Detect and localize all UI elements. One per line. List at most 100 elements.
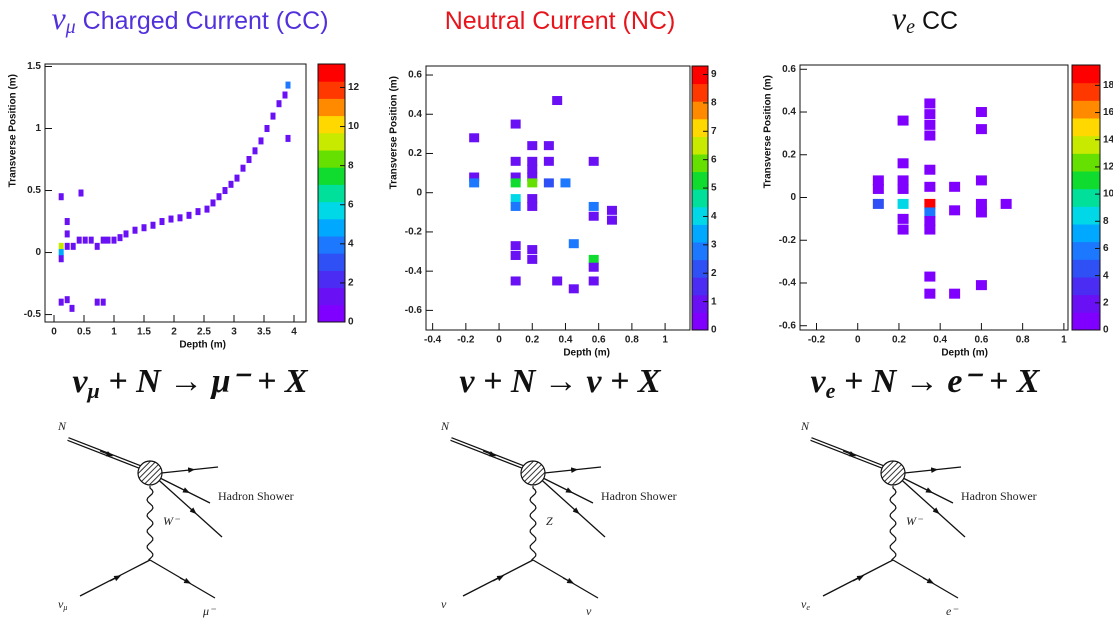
heatmap-cell [82, 236, 88, 244]
heatmap-cell [527, 164, 538, 174]
colorbar-segment [318, 132, 345, 151]
colorbar-tick-label: 4 [711, 211, 717, 222]
heatmap-cell [94, 242, 100, 250]
y-tick-label: 0.4 [408, 109, 422, 120]
heatmap-cell [150, 221, 156, 229]
colorbar-segment [692, 224, 708, 243]
colorbar-tick-label: 4 [348, 238, 354, 249]
heatmap-cell [975, 175, 987, 186]
heatmap-cell [949, 288, 961, 299]
heatmap-cell [510, 276, 521, 286]
colorbar-segment [1072, 241, 1100, 260]
colorbar-segment [692, 136, 708, 155]
heatmap-cell [552, 276, 563, 286]
x-tick-label: 1.5 [137, 327, 151, 338]
heatmap-cell [141, 224, 147, 232]
colorbar-tick-label: 1 [711, 296, 717, 307]
lepton-arrow [922, 577, 935, 584]
heatmap-cell [527, 178, 538, 188]
colorbar-segment [318, 64, 345, 82]
heatmap-cell [975, 280, 987, 291]
plot-frame [44, 63, 307, 323]
heatmap-cell [510, 241, 521, 251]
y-tick-label: 0 [416, 187, 422, 198]
panel-title: νe CC [892, 0, 958, 37]
reaction-equation: νe + N → e⁻ + X [811, 363, 1041, 403]
heatmap-cell [246, 156, 252, 164]
heatmap-cell [204, 205, 210, 213]
x-tick-label: 0.2 [892, 335, 906, 346]
heatmap-cell [588, 254, 599, 264]
y-tick-label: 0 [35, 247, 41, 258]
heatmap-cell [527, 245, 538, 255]
x-tick-label: 0 [496, 335, 502, 346]
heatmap-cell [285, 81, 291, 89]
x-tick-label: -0.2 [808, 335, 826, 346]
colorbar-segment [318, 201, 345, 220]
colorbar-tick-label: 0 [1103, 325, 1109, 336]
x-tick-label: 1 [662, 335, 668, 346]
hadron-line [534, 473, 606, 538]
colorbar-tick-label: 2 [348, 278, 354, 289]
x-tick-label: 0 [855, 335, 861, 346]
y-tick-label: 0.2 [408, 148, 422, 159]
heatmap-cell [276, 100, 282, 108]
x-tick-label: 0 [51, 327, 57, 338]
neutrino-arrow [852, 575, 865, 582]
equation-subscript: μ [87, 378, 100, 403]
neutrino-label: νμ [58, 597, 67, 612]
boson-line [529, 486, 537, 561]
colorbar-tick-label: 12 [1103, 162, 1113, 173]
heatmap-cell [588, 262, 599, 272]
lepton-arrow [179, 577, 192, 584]
equation-part: ν [72, 363, 88, 400]
equation-part: + N → μ⁻ + X [100, 363, 309, 400]
feynman-diagram: N Hadron Shower Zν ν [440, 419, 677, 618]
colorbar-tick-label: 2 [1103, 297, 1109, 308]
heatmap-cell [58, 242, 64, 250]
colorbar-segment [1072, 118, 1100, 137]
heatmap-cell [924, 271, 936, 282]
colorbar-segment [1072, 224, 1100, 243]
heatmap-cell [543, 178, 554, 188]
heatmap-cell [872, 198, 884, 209]
x-tick-label: 4 [291, 327, 297, 338]
heatmap-cell [872, 175, 884, 186]
heatmap-cell [168, 215, 174, 223]
heatmap-cell [264, 125, 270, 132]
heatmap-cell [568, 239, 579, 249]
colorbar-segment [318, 304, 345, 323]
x-tick-label: 0.6 [974, 335, 988, 346]
heatmap-cell [58, 255, 64, 263]
x-tick-label: 0.2 [525, 335, 539, 346]
heatmap-cell [924, 216, 936, 227]
heatmap-cell [159, 218, 165, 226]
nucleon-arrow [482, 450, 497, 457]
vertex-blob [520, 460, 546, 486]
colorbar-segment [318, 167, 345, 185]
hadron-arrow [932, 507, 940, 515]
title-symbol: ν [51, 0, 66, 36]
colorbar-segment [692, 171, 708, 190]
hadron-arrow [189, 507, 197, 515]
colorbar-tick-label: 8 [1103, 216, 1109, 227]
y-tick-label: 0.2 [782, 149, 796, 160]
title-space [76, 7, 83, 35]
x-tick-label: 1 [1061, 335, 1067, 346]
x-tick-label: 3 [231, 327, 237, 338]
heatmap-cell [58, 193, 64, 201]
equation-subscript: e [826, 378, 836, 403]
x-axis-title: Depth (m) [563, 348, 610, 359]
colorbar-tick-label: 18 [1103, 80, 1113, 91]
boson-label: W⁻ [906, 514, 924, 528]
colorbar-segment [1072, 100, 1100, 119]
colorbar-tick-label: 6 [711, 154, 717, 165]
hadron-arrow [565, 487, 573, 493]
y-tick-label: -0.6 [779, 320, 797, 331]
y-tick-label: 0.6 [782, 64, 796, 75]
hadron-arrow [572, 507, 580, 515]
heatmap-cell [588, 156, 599, 166]
neutrino-label: νe [801, 597, 810, 612]
heatmap-cell [510, 172, 521, 182]
